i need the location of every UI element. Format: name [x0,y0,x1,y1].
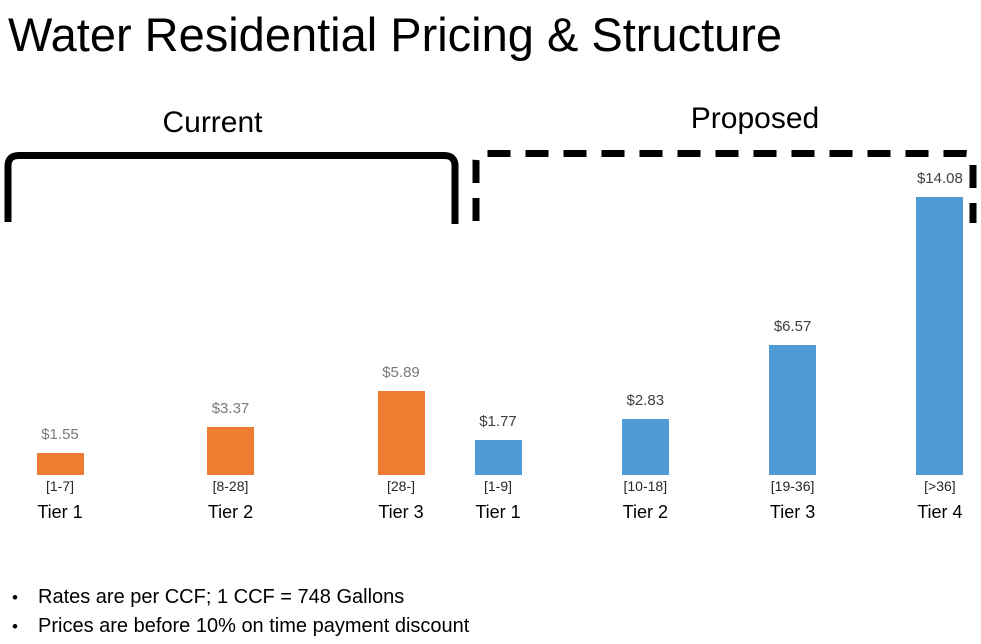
bar-current-tier-1 [36,453,84,475]
tier-label-current-tier-3: Tier 3 [378,502,424,522]
range-label-current-tier-1: [1-7] [45,478,74,494]
note-row: • Prices are before 10% on time payment … [12,615,469,638]
range-label-proposed-tier-2: [10-18] [623,478,668,494]
value-label-proposed-tier-4: $14.08 [916,170,963,187]
range-label-current-tier-2: [8-28] [212,478,249,494]
range-label-proposed-tier-1: [1-9] [483,478,512,494]
bullet-marker: • [12,588,18,607]
value-label-proposed-tier-2: $2.83 [626,392,665,409]
bar-proposed-tier-2 [621,419,669,475]
range-label-current-tier-3: [28-] [386,478,415,494]
footnotes: • Rates are per CCF; 1 CCF = 748 Gallons… [12,586,469,644]
note-row: • Rates are per CCF; 1 CCF = 748 Gallons [12,586,469,609]
note-text-rates: Rates are per CCF; 1 CCF = 748 Gallons [38,586,405,608]
bar-current-tier-3 [377,391,425,475]
range-label-proposed-tier-4: [>36] [924,478,956,494]
tier-label-proposed-tier-2: Tier 2 [622,502,668,522]
value-label-current-tier-2: $3.37 [211,400,250,417]
value-label-current-tier-1: $1.55 [41,426,79,443]
range-label-proposed-tier-3: [19-36] [770,478,815,494]
proposed-group-label: Proposed [690,102,820,135]
value-label-proposed-tier-3: $6.57 [773,318,812,335]
tier-label-proposed-tier-4: Tier 4 [917,502,963,522]
bar-proposed-tier-3 [769,345,817,475]
bullet-marker: • [12,617,18,636]
tier-label-proposed-tier-3: Tier 3 [769,502,816,522]
tier-label-proposed-tier-1: Tier 1 [475,502,521,522]
bar-proposed-tier-1 [474,440,522,475]
current-group-label: Current [162,106,263,139]
bar-current-tier-2 [207,427,254,475]
current-bracket [4,152,459,224]
bar-proposed-tier-4 [916,197,964,475]
value-label-proposed-tier-1: $1.77 [479,413,517,430]
note-text-prices: Prices are before 10% on time payment di… [38,615,470,637]
tier-label-current-tier-1: Tier 1 [37,502,83,522]
value-label-current-tier-3: $5.89 [382,364,420,381]
slide-title: Water Residential Pricing & Structure [8,8,783,61]
tier-label-current-tier-2: Tier 2 [207,502,254,522]
